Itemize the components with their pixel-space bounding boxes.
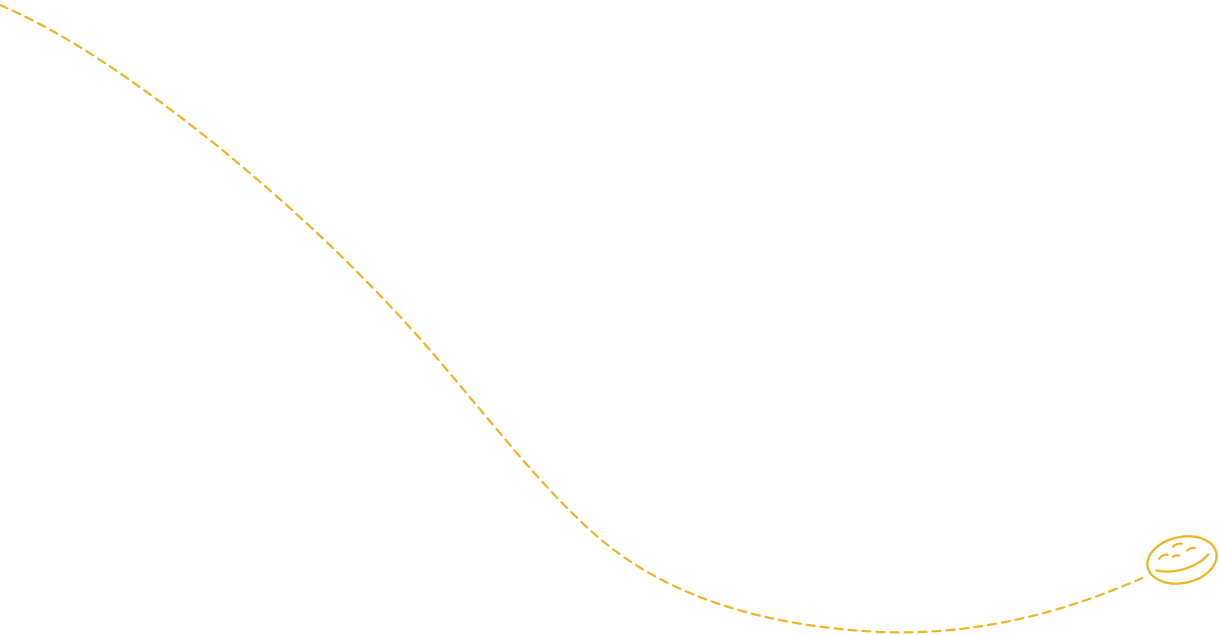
potato-outline xyxy=(1146,535,1218,585)
potato-smile xyxy=(1155,553,1210,573)
potato-spot xyxy=(1172,554,1181,558)
potato-icon xyxy=(1146,535,1218,585)
potato-spot xyxy=(1171,542,1183,548)
potato-spot xyxy=(1186,546,1196,552)
potato-spot xyxy=(1158,553,1169,560)
dashed-path xyxy=(0,3,1144,634)
